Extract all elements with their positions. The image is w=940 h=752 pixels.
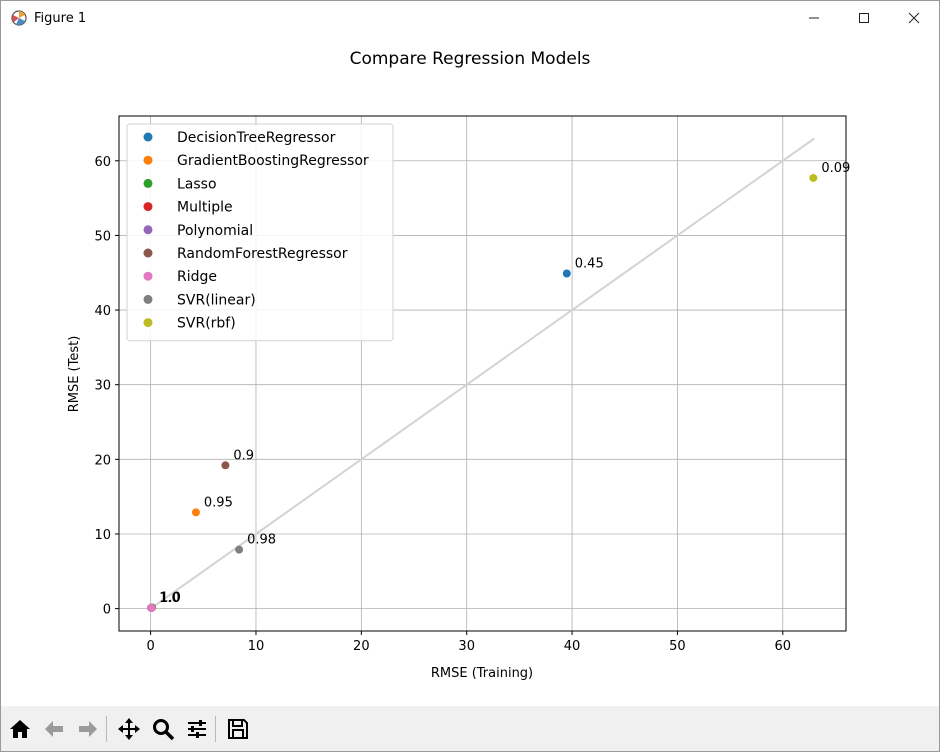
figure-canvas[interactable]: Compare Regression Models RMSE (Training… [1, 35, 939, 705]
data-label: 0.45 [575, 256, 604, 271]
title-bar[interactable]: Figure 1 [1, 1, 939, 35]
window-controls [789, 1, 939, 35]
legend-label: DecisionTreeRegressor [177, 130, 336, 146]
data-label: 1.0 [159, 591, 180, 606]
y-tick-label: 10 [94, 528, 111, 543]
data-label: 1.0 [160, 590, 181, 605]
minimize-icon[interactable] [789, 1, 839, 35]
y-axis-label: RMSE (Test) [67, 336, 82, 413]
data-label: 1.0 [160, 591, 181, 606]
data-point [221, 461, 230, 470]
data-point [562, 269, 571, 278]
y-tick-label: 40 [94, 304, 111, 319]
back-arrow-icon[interactable] [39, 714, 69, 744]
y-tick-label: 20 [94, 453, 111, 468]
axes-frame [118, 115, 847, 632]
legend-label: Multiple [177, 200, 233, 216]
scatter-chart: Compare Regression Models RMSE (Training… [67, 49, 850, 681]
legend-marker [143, 132, 153, 142]
data-label: 1.0 [160, 591, 181, 606]
configure-subplots-icon[interactable] [182, 714, 212, 744]
matplotlib-figure-icon [10, 9, 28, 27]
data-point [191, 508, 200, 517]
pan-icon[interactable] [114, 714, 144, 744]
x-tick-label: 40 [564, 639, 581, 654]
reference-line [150, 137, 815, 610]
data-label: 0.95 [204, 495, 233, 510]
maximize-icon[interactable] [839, 1, 889, 35]
legend-marker [143, 225, 153, 235]
x-tick-label: 0 [146, 639, 154, 654]
legend-label: Ridge [177, 269, 217, 285]
y-tick-label: 30 [94, 379, 111, 394]
navigation-toolbar [1, 706, 939, 751]
close-icon[interactable] [889, 1, 939, 35]
data-point [809, 173, 818, 182]
chart-title: Compare Regression Models [350, 49, 591, 69]
x-tick-label: 30 [458, 639, 475, 654]
y-tick-label: 50 [94, 229, 111, 244]
legend-marker [143, 202, 153, 212]
y-tick-label: 0 [103, 603, 111, 618]
toolbar-separator [215, 715, 216, 742]
home-icon[interactable] [5, 714, 35, 744]
legend-label: Lasso [177, 176, 217, 192]
legend-label: GradientBoostingRegressor [177, 153, 369, 169]
legend-marker [143, 318, 153, 328]
zoom-icon[interactable] [148, 714, 178, 744]
y-tick-label: 60 [94, 155, 111, 170]
data-point [235, 545, 244, 554]
toolbar-separator [106, 715, 107, 742]
legend-label: SVR(linear) [177, 292, 256, 308]
save-icon[interactable] [223, 714, 253, 744]
legend-label: Polynomial [177, 223, 253, 239]
legend-marker [143, 294, 153, 304]
legend-label: RandomForestRegressor [177, 246, 348, 262]
x-tick-label: 10 [248, 639, 265, 654]
x-axis-label: RMSE (Training) [431, 666, 533, 681]
legend-marker [143, 248, 153, 258]
x-tick-label: 20 [353, 639, 370, 654]
x-tick-label: 60 [775, 639, 792, 654]
legend-marker [143, 155, 153, 165]
data-point [147, 603, 156, 612]
legend [126, 123, 394, 342]
data-label: 0.09 [821, 161, 850, 176]
legend-label: SVR(rbf) [177, 316, 236, 332]
legend-marker [143, 271, 153, 281]
forward-arrow-icon[interactable] [73, 714, 103, 744]
x-tick-label: 50 [669, 639, 686, 654]
legend-marker [143, 178, 153, 188]
data-label: 0.98 [247, 533, 276, 548]
window-title: Figure 1 [34, 10, 87, 26]
data-label: 0.9 [233, 448, 254, 463]
